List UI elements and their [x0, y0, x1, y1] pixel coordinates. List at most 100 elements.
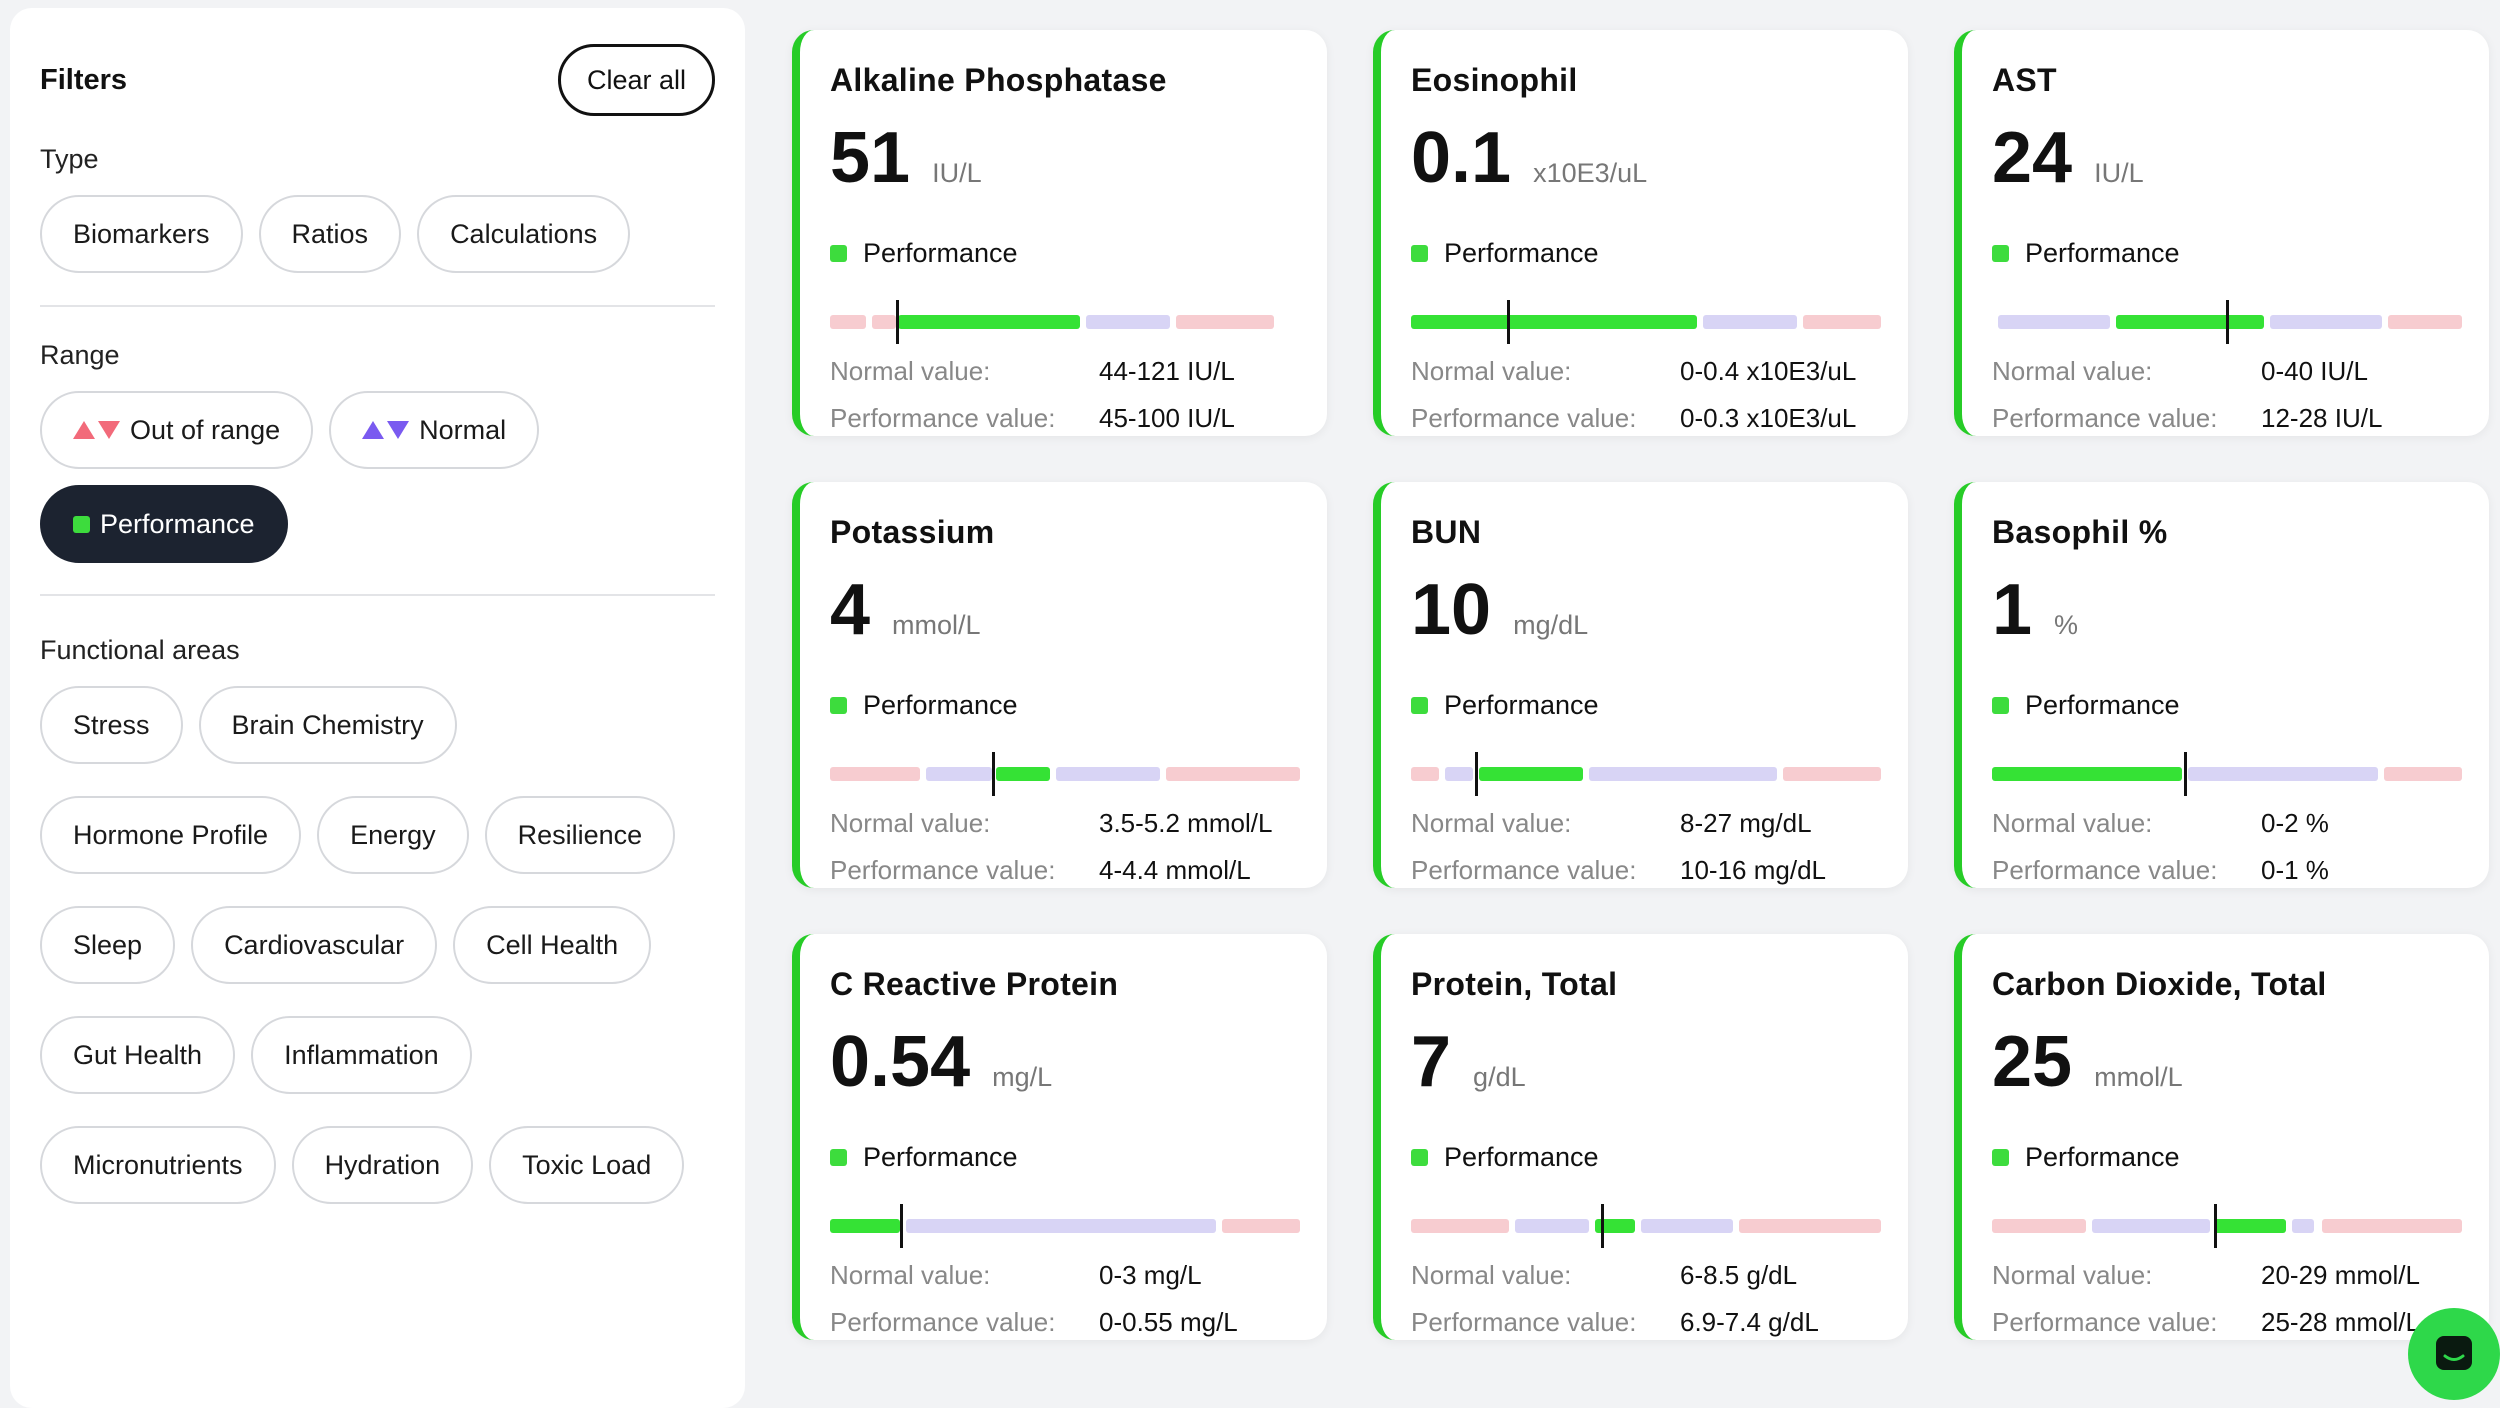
range-bar — [1992, 1204, 2462, 1248]
biomarker-card[interactable]: AST 24 IU/L Performance Normal value: 0-4… — [1954, 30, 2489, 436]
filters-title: Filters — [40, 64, 128, 96]
range-segment-normal — [1056, 767, 1160, 781]
chip-brain-chemistry[interactable]: Brain Chemistry — [198, 686, 457, 764]
normal-value: 20-29 mmol/L — [2261, 1260, 2420, 1290]
range-segment-out-of-range — [830, 315, 866, 329]
biomarker-card[interactable]: Alkaline Phosphatase 51 IU/L Performance … — [792, 30, 1327, 436]
normal-value: 0-0.4 x10E3/uL — [1680, 356, 1857, 386]
normal-value-label: Normal value: — [1992, 1260, 2153, 1290]
performance-label: Performance — [2025, 238, 2180, 268]
range-segment-performance — [2214, 1219, 2286, 1233]
chip-cell-health[interactable]: Cell Health — [453, 906, 652, 984]
range-bar — [1411, 300, 1881, 344]
biomarker-value: 51 — [830, 118, 911, 198]
performance-label: Performance — [863, 1142, 1018, 1172]
divider — [40, 594, 715, 596]
biomarker-unit: x10E3/uL — [1533, 158, 1648, 188]
biomarker-value: 1 — [1992, 570, 2033, 650]
value-marker — [2214, 1204, 2217, 1248]
biomarker-name: AST — [1992, 62, 2057, 98]
biomarker-name: Eosinophil — [1411, 62, 1578, 98]
chip-calculations[interactable]: Calculations — [417, 195, 631, 273]
performance-value: 0-1 % — [2261, 855, 2329, 885]
biomarker-card[interactable]: Carbon Dioxide, Total 25 mmol/L Performan… — [1954, 934, 2489, 1340]
chip-performance-label: Performance — [100, 508, 255, 539]
range-segment-normal — [1589, 767, 1777, 781]
biomarker-value: 25 — [1992, 1022, 2073, 1102]
biomarker-name: Carbon Dioxide, Total — [1992, 966, 2327, 1002]
performance-label: Performance — [1444, 238, 1599, 268]
normal-value-label: Normal value: — [1411, 356, 1572, 386]
chip-normal[interactable]: Normal — [329, 391, 540, 469]
performance-value: 10-16 mg/dL — [1680, 855, 1826, 885]
biomarker-card[interactable]: Potassium 4 mmol/L Performance Normal val… — [792, 482, 1327, 888]
performance-icon — [1992, 1149, 2009, 1166]
chip-out-of-range[interactable]: Out of range — [40, 391, 314, 469]
biomarker-card[interactable]: C Reactive Protein 0.54 mg/L Performance … — [792, 934, 1327, 1340]
range-segment-out-of-range — [1176, 315, 1274, 329]
chip-cardiovascular[interactable]: Cardiovascular — [191, 906, 438, 984]
biomarker-unit: mmol/L — [892, 610, 981, 640]
performance-value: 0-0.3 x10E3/uL — [1680, 403, 1857, 433]
chip-gut-health[interactable]: Gut Health — [40, 1016, 236, 1094]
value-marker — [900, 1204, 903, 1248]
performance-value: 6.9-7.4 g/dL — [1680, 1307, 1819, 1337]
biomarker-value: 0.54 — [830, 1022, 971, 1102]
performance-value-label: Performance value: — [1992, 1307, 2218, 1337]
divider — [40, 305, 715, 307]
range-bar — [1411, 1204, 1881, 1248]
chip-hydration[interactable]: Hydration — [291, 1126, 474, 1204]
range-segment-performance — [1992, 767, 2182, 781]
chip-out-of-range-label: Out of range — [130, 414, 281, 445]
range-segment-out-of-range — [1411, 1219, 1509, 1233]
chip-stress[interactable]: Stress — [40, 686, 183, 764]
performance-value-label: Performance value: — [1992, 855, 2218, 885]
range-segment-out-of-range — [2322, 1219, 2462, 1233]
chip-biomarkers[interactable]: Biomarkers — [40, 195, 243, 273]
range-segment-performance — [830, 1219, 900, 1233]
range-bar — [830, 752, 1300, 796]
range-segment-normal — [2188, 767, 2378, 781]
chip-inflammation[interactable]: Inflammation — [251, 1016, 472, 1094]
normal-value-label: Normal value: — [830, 808, 991, 838]
chip-hormone-profile[interactable]: Hormone Profile — [40, 796, 302, 874]
chip-toxic-load[interactable]: Toxic Load — [489, 1126, 685, 1204]
performance-icon — [73, 515, 90, 533]
range-segment-normal — [1445, 767, 1473, 781]
value-marker — [992, 752, 995, 796]
chip-sleep[interactable]: Sleep — [40, 906, 176, 984]
clear-all-button[interactable]: Clear all — [557, 44, 715, 116]
value-marker — [1475, 752, 1478, 796]
chat-launcher-button[interactable] — [2408, 1308, 2500, 1400]
normal-value: 44-121 IU/L — [1099, 356, 1235, 386]
biomarker-card[interactable]: Eosinophil 0.1 x10E3/uL Performance Norma… — [1373, 30, 1908, 436]
performance-label: Performance — [863, 690, 1018, 720]
biomarker-card[interactable]: Basophil % 1% Performance Normal value: … — [1954, 482, 2489, 888]
biomarker-value: 24 — [1992, 118, 2073, 198]
performance-value-label: Performance value: — [1992, 403, 2218, 433]
biomarker-card[interactable]: BUN 10 mg/dL Performance Normal value: 8-… — [1373, 482, 1908, 888]
performance-label: Performance — [2025, 690, 2180, 720]
performance-value: 4-4.4 mmol/L — [1099, 855, 1251, 885]
range-bar — [830, 1204, 1300, 1248]
performance-icon — [1992, 245, 2009, 262]
chip-ratios[interactable]: Ratios — [258, 195, 402, 273]
range-bar — [830, 300, 1300, 344]
normal-value: 6-8.5 g/dL — [1680, 1260, 1798, 1290]
biomarker-name: BUN — [1411, 514, 1482, 550]
chip-resilience[interactable]: Resilience — [484, 796, 676, 874]
range-segment-performance — [996, 767, 1050, 781]
range-bar — [1992, 300, 2462, 344]
range-segment-out-of-range — [1222, 1219, 1300, 1233]
biomarker-card[interactable]: Protein, Total 7 g/dL Performance Normal … — [1373, 934, 1908, 1340]
chip-energy[interactable]: Energy — [317, 796, 469, 874]
biomarker-unit: mmol/L — [2094, 1062, 2183, 1092]
normal-icon — [362, 421, 410, 439]
performance-value: 25-28 mmol/L — [2261, 1307, 2420, 1337]
biomarker-unit: % — [2054, 610, 2079, 640]
type-section: Type Biomarkers Ratios Calculations — [40, 144, 715, 273]
chip-micronutrients[interactable]: Micronutrients — [40, 1126, 276, 1204]
biomarker-unit: g/dL — [1473, 1062, 1526, 1092]
performance-label: Performance — [863, 238, 1018, 268]
chip-performance[interactable]: Performance — [40, 485, 288, 563]
